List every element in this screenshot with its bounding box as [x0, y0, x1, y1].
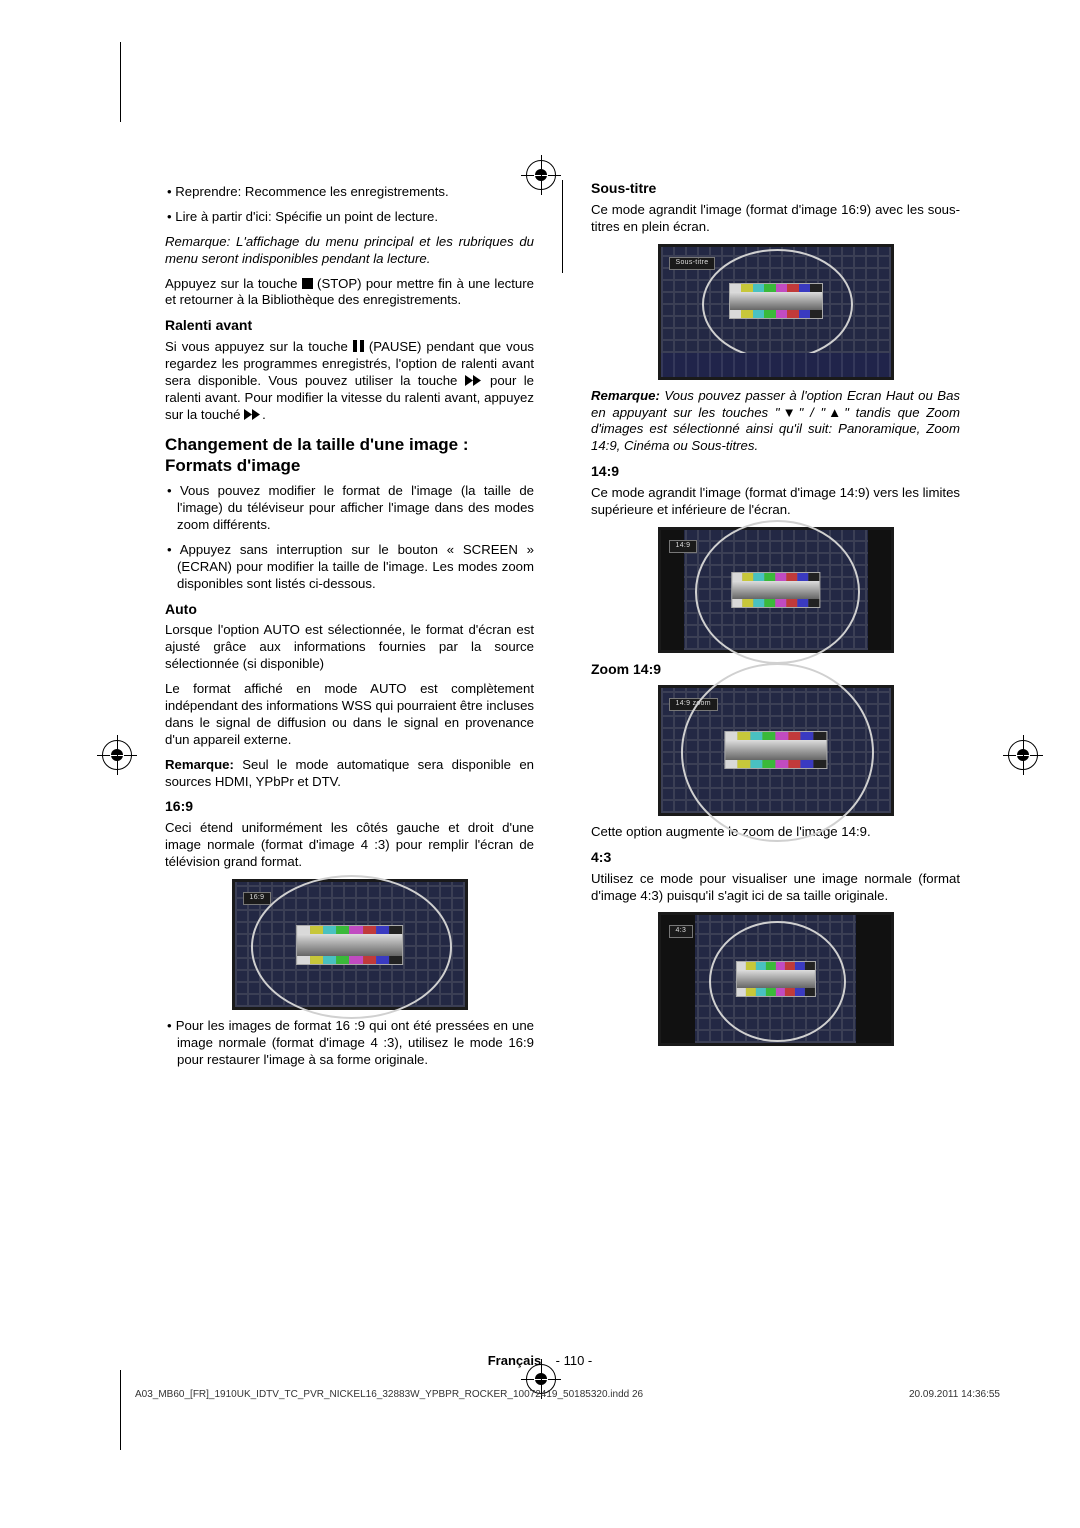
testcard-image: 4:3	[661, 915, 891, 1043]
testcard-169: 16:9	[232, 879, 468, 1010]
content-columns: Reprendre: Recommence les enregistrement…	[165, 180, 960, 1077]
bullet-item: Reprendre: Recommence les enregistrement…	[165, 184, 534, 201]
subheading-43: 4:3	[591, 849, 960, 867]
color-bars	[730, 310, 822, 318]
registration-mark	[526, 160, 556, 190]
testcard-43: 4:3	[658, 912, 894, 1046]
section-heading-formats: Changement de la taille d'une image : Fo…	[165, 434, 534, 478]
testcard-image: 14:9	[661, 530, 891, 650]
manual-page: Reprendre: Recommence les enregistrement…	[0, 0, 1080, 1528]
footer-page-number: - 110 -	[556, 1353, 593, 1368]
registration-mark	[102, 740, 132, 770]
fast-forward-icon	[244, 409, 262, 420]
footer-language: Français	[488, 1353, 541, 1368]
testcard-label: 14:9	[669, 540, 698, 553]
color-bars	[725, 760, 826, 768]
bullet-item: Pour les images de format 16 :9 qui ont …	[165, 1018, 534, 1069]
registration-mark	[1008, 740, 1038, 770]
stop-icon	[302, 278, 313, 289]
color-bars	[297, 956, 403, 964]
testcard-149: 14:9	[658, 527, 894, 653]
paragraph: Ce mode agrandit l'image (format d'image…	[591, 202, 960, 236]
testcard-label: 4:3	[669, 925, 694, 938]
testcard-image: Sous-titre	[661, 247, 891, 377]
paragraph: Ce mode agrandit l'image (format d'image…	[591, 485, 960, 519]
color-bars	[730, 284, 822, 292]
color-bars	[732, 599, 819, 607]
subheading-sous-titre: Sous-titre	[591, 180, 960, 198]
color-bars	[732, 573, 819, 581]
page-footer: Français - 110 -	[0, 1353, 1080, 1368]
bullet-item: Appuyez sans interruption sur le bouton …	[165, 542, 534, 593]
left-column: Reprendre: Recommence les enregistrement…	[165, 180, 534, 1077]
text: Si vous appuyez sur la touche	[165, 339, 353, 354]
paragraph: Remarque: Seul le mode automatique sera …	[165, 757, 534, 791]
color-bars	[736, 988, 814, 996]
bullet-item: Vous pouvez modifier le format de l'imag…	[165, 483, 534, 534]
testcard-image: 16:9	[235, 882, 465, 1007]
print-timestamp: 20.09.2011 14:36:55	[909, 1389, 1000, 1400]
pause-icon	[353, 340, 364, 352]
testcard-label: Sous-titre	[669, 257, 716, 270]
note-label: Remarque:	[591, 388, 660, 403]
paragraph: Si vous appuyez sur la touche (PAUSE) pe…	[165, 339, 534, 423]
note-text: Remarque: L'affichage du menu principal …	[165, 234, 534, 268]
print-metadata: A03_MB60_[FR]_1910UK_IDTV_TC_PVR_NICKEL1…	[135, 1389, 1000, 1400]
crop-mark	[120, 82, 161, 122]
testcard-image: 14:9 zoom	[661, 688, 891, 813]
paragraph: Le format affiché en mode AUTO est compl…	[165, 681, 534, 749]
bullet-item: Lire à partir d'ici: Spécifie un point d…	[165, 209, 534, 226]
paragraph: Ceci étend uniformément les côtés gauche…	[165, 820, 534, 871]
color-bars	[297, 926, 403, 934]
testcard-sous-titre: Sous-titre	[658, 244, 894, 380]
paragraph: Lorsque l'option AUTO est sélectionnée, …	[165, 622, 534, 673]
right-column: Sous-titre Ce mode agrandit l'image (for…	[591, 180, 960, 1077]
subheading-169: 16:9	[165, 798, 534, 816]
column-separator	[562, 180, 563, 273]
subheading-ralenti: Ralenti avant	[165, 317, 534, 335]
print-filename: A03_MB60_[FR]_1910UK_IDTV_TC_PVR_NICKEL1…	[135, 1389, 643, 1400]
note-text: Remarque: Vous pouvez passer à l'option …	[591, 388, 960, 456]
paragraph: Utilisez ce mode pour visualiser une ima…	[591, 871, 960, 905]
paragraph: Appuyez sur la touche (STOP) pour mettre…	[165, 276, 534, 310]
note-label: Remarque:	[165, 757, 234, 772]
subheading-149: 14:9	[591, 463, 960, 481]
testcard-label: 16:9	[243, 892, 272, 905]
testcard-zoom149: 14:9 zoom	[658, 685, 894, 816]
subheading-auto: Auto	[165, 601, 534, 619]
fast-forward-icon	[465, 375, 483, 386]
text: Appuyez sur la touche	[165, 276, 302, 291]
color-bars	[725, 732, 826, 740]
text: .	[262, 407, 266, 422]
color-bars	[736, 962, 814, 970]
